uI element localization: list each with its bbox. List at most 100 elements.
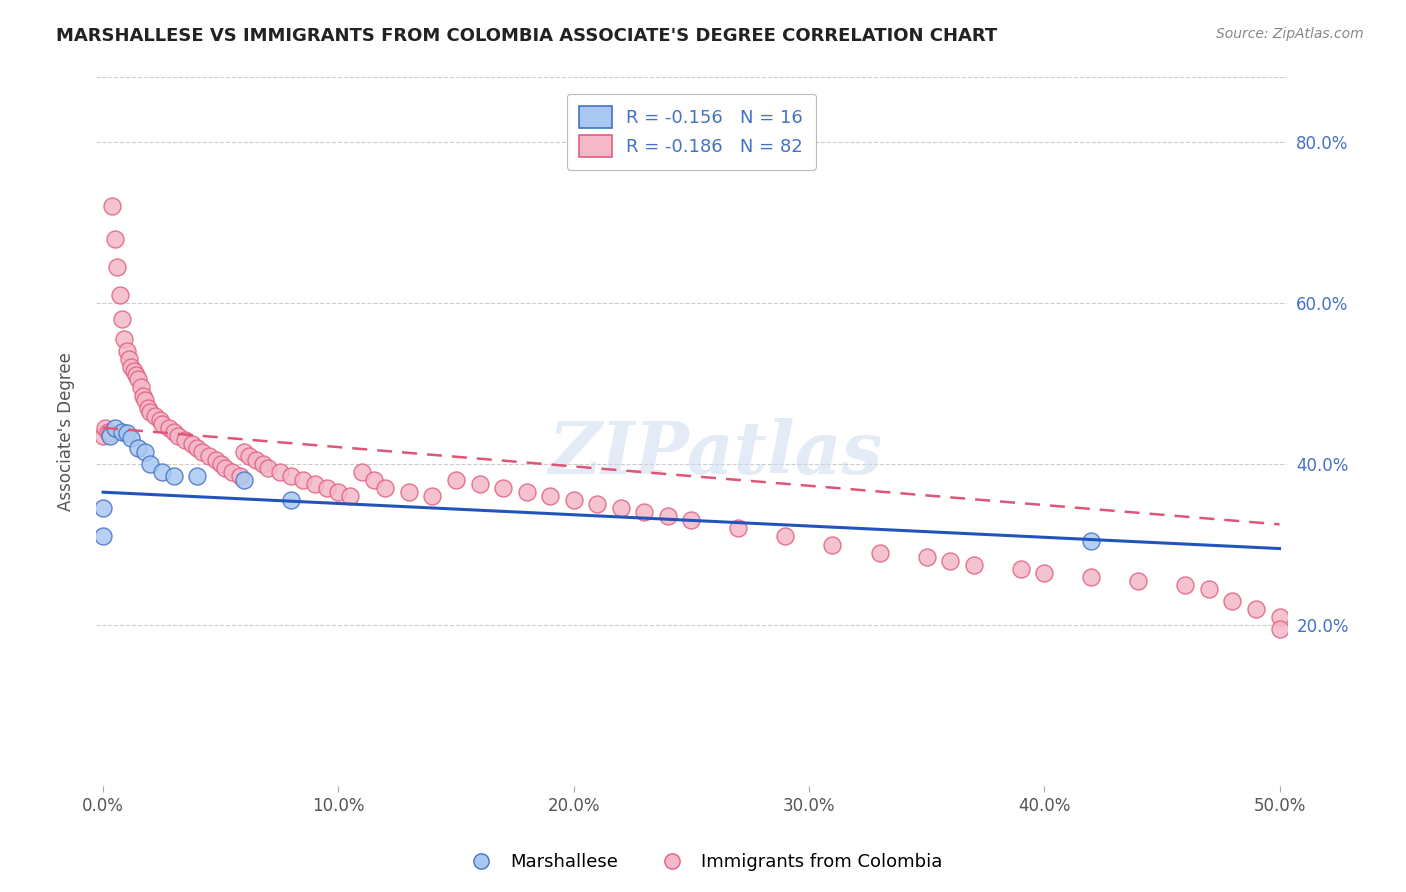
Point [398,485,420,500]
Point [727,521,749,535]
Point [269,465,291,479]
Y-axis label: Associate's Degree: Associate's Degree [58,352,75,511]
Text: MARSHALLESE VS IMMIGRANTS FROM COLOMBIA ASSOCIATE'S DEGREE CORRELATION CHART: MARSHALLESE VS IMMIGRANTS FROM COLOMBIA … [56,27,997,45]
Point [186,469,208,483]
Point [586,497,609,511]
Point [315,481,337,495]
Legend: R = -0.156   N = 16, R = -0.186   N = 82: R = -0.156 N = 16, R = -0.186 N = 82 [567,94,815,170]
Text: Source: ZipAtlas.com: Source: ZipAtlas.com [1216,27,1364,41]
Point [91,501,114,516]
Point [127,372,149,386]
Point [91,429,114,443]
Point [292,473,315,487]
Point [233,445,256,459]
Point [657,509,679,524]
Point [363,473,385,487]
Point [148,413,170,427]
Point [98,429,121,443]
Point [108,288,131,302]
Point [127,441,149,455]
Point [181,437,204,451]
Point [280,493,302,508]
Point [134,392,156,407]
Point [492,481,515,495]
Point [350,465,373,479]
Point [132,388,155,402]
Point [191,445,214,459]
Point [209,457,232,471]
Point [143,409,166,423]
Point [1033,566,1056,580]
Point [150,417,173,431]
Point [163,469,186,483]
Point [422,489,444,503]
Point [516,485,538,500]
Point [609,501,631,516]
Point [186,441,208,455]
Point [120,431,142,445]
Point [1198,582,1220,596]
Point [91,529,114,543]
Point [245,453,267,467]
Point [939,554,962,568]
Point [174,433,197,447]
Point [1244,602,1267,616]
Legend: Marshallese, Immigrants from Colombia: Marshallese, Immigrants from Colombia [456,847,950,879]
Point [104,231,127,245]
Point [1080,570,1102,584]
Point [118,352,141,367]
Point [112,332,135,346]
Point [869,545,891,559]
Point [198,449,221,463]
Point [538,489,561,503]
Point [115,426,138,441]
Point [134,445,156,459]
Point [252,457,274,471]
Point [94,421,117,435]
Point [98,426,121,441]
Point [562,493,585,508]
Text: ZIPatlas: ZIPatlas [548,417,882,489]
Point [1268,622,1291,636]
Point [1128,574,1150,588]
Point [136,401,159,415]
Point [228,469,250,483]
Point [238,449,260,463]
Point [280,469,302,483]
Point [374,481,396,495]
Point [1080,533,1102,548]
Point [775,529,797,543]
Point [1174,578,1197,592]
Point [115,344,138,359]
Point [915,549,938,564]
Point [105,260,128,274]
Point [139,457,162,471]
Point [821,537,844,551]
Point [339,489,361,503]
Point [1222,594,1244,608]
Point [214,461,236,475]
Point [681,513,703,527]
Point [221,465,243,479]
Point [963,558,986,572]
Point [139,405,162,419]
Point [233,473,256,487]
Point [104,421,127,435]
Point [122,364,145,378]
Point [1010,562,1032,576]
Point [167,429,190,443]
Point [633,505,655,519]
Point [205,453,228,467]
Point [1268,610,1291,624]
Point [120,360,142,375]
Point [129,380,152,394]
Point [328,485,350,500]
Point [125,368,148,383]
Point [97,425,120,439]
Point [163,425,186,439]
Point [256,461,278,475]
Point [468,477,491,491]
Point [157,421,180,435]
Point [304,477,326,491]
Point [150,465,173,479]
